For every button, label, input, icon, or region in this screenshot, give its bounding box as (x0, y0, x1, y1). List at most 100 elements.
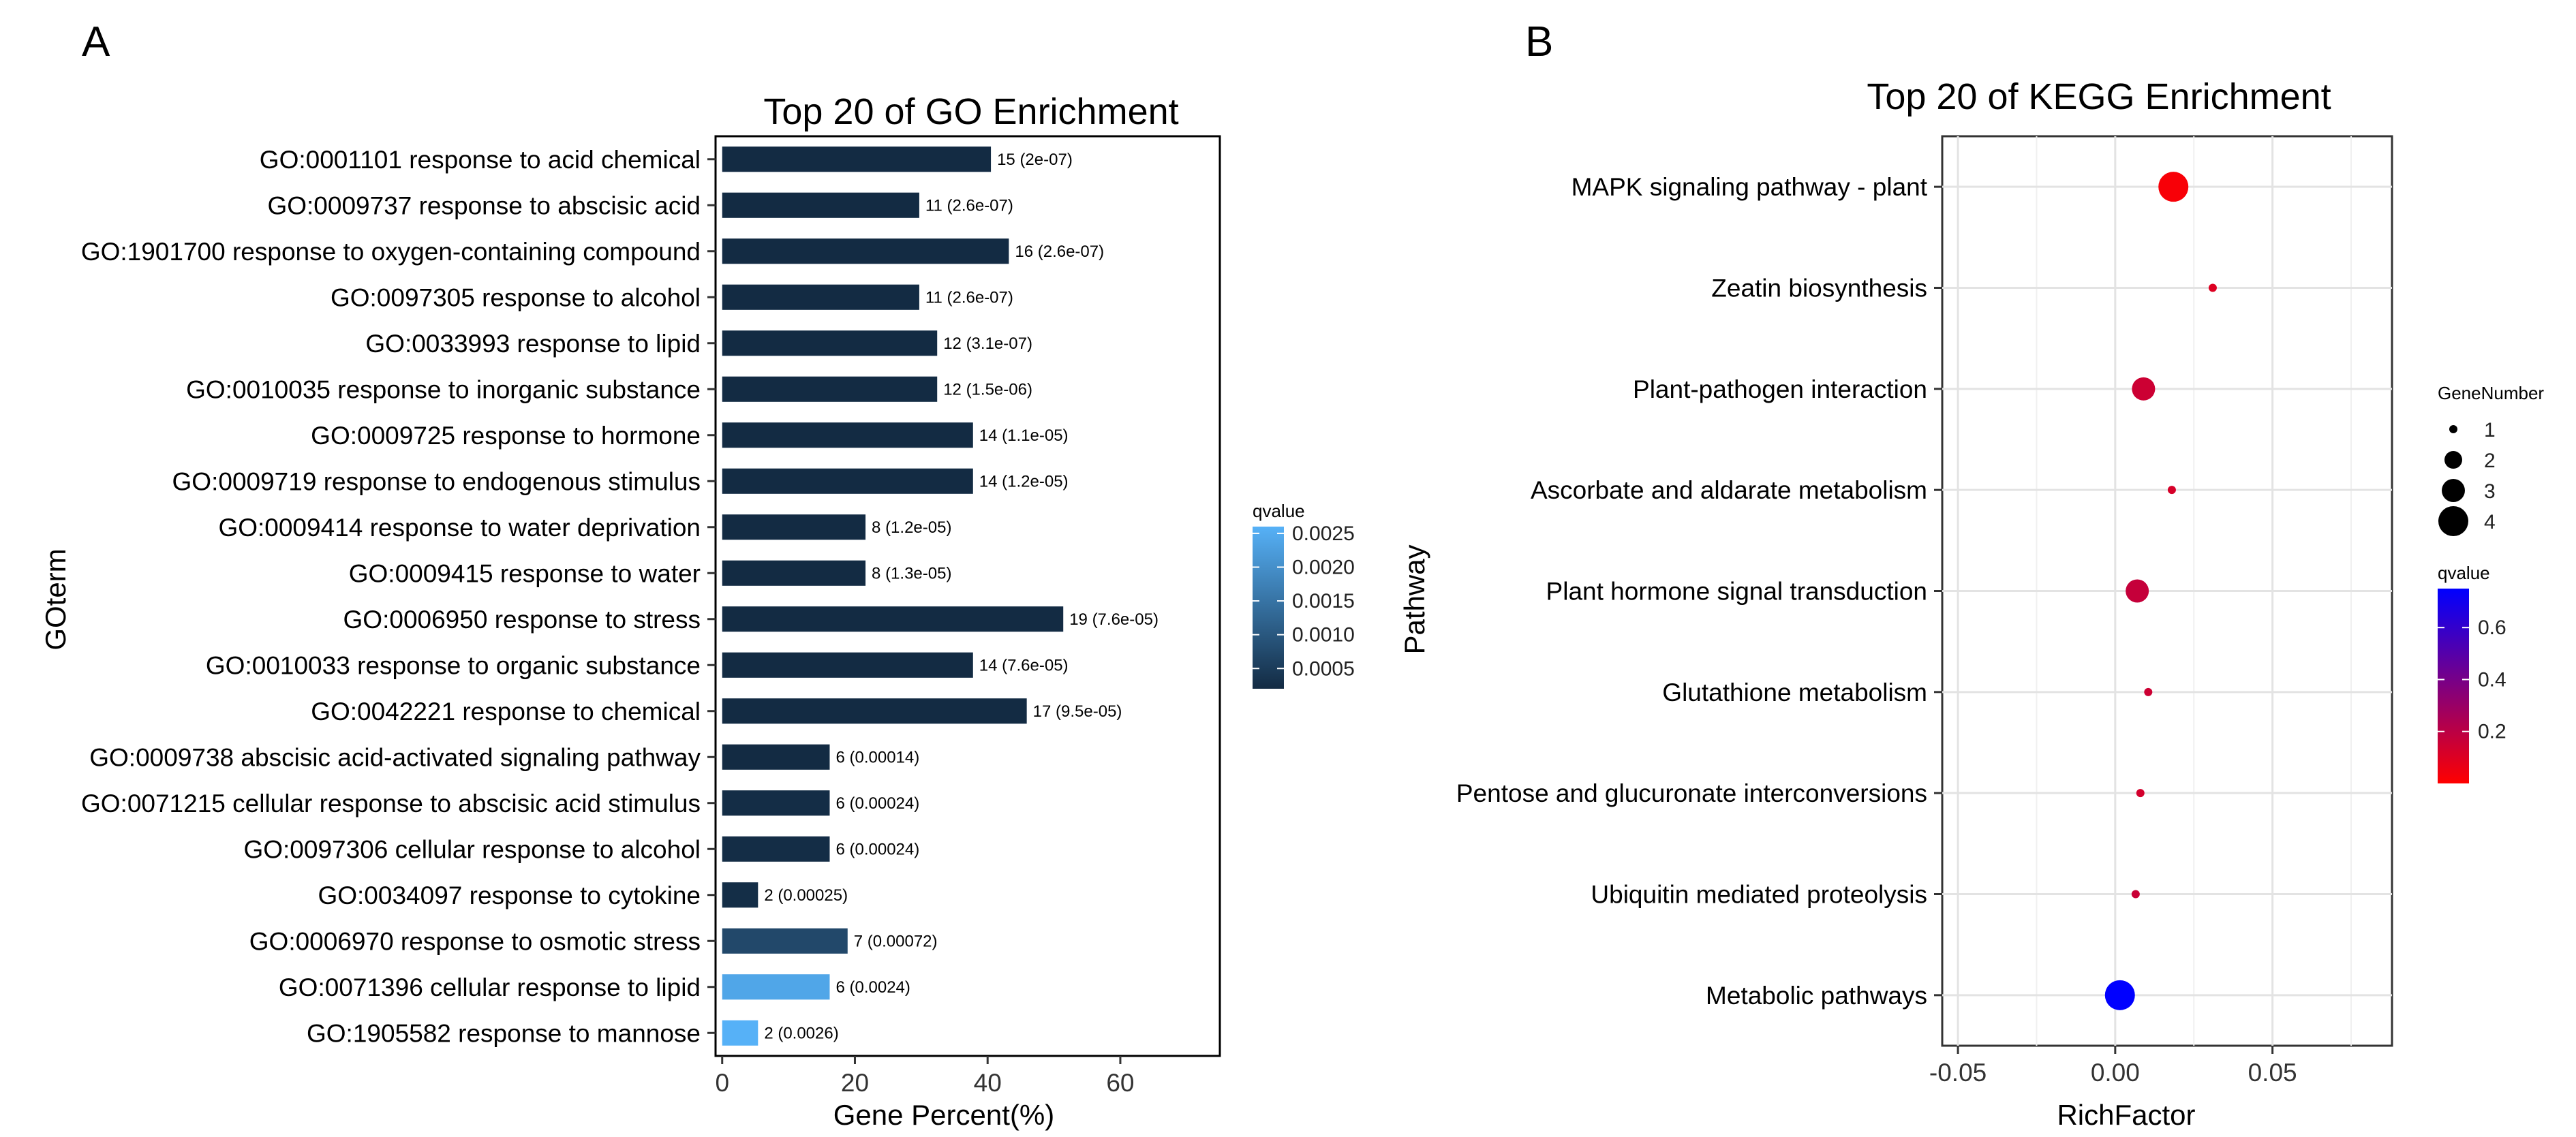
kegg-x-tick-label: 0.00 (2091, 1059, 2140, 1087)
go-bar (722, 606, 1064, 632)
go-bar-label: 8 (1.2e-05) (872, 518, 951, 537)
go-bar (722, 192, 919, 218)
kegg-category-label: Pentose and glucuronate interconversions (1456, 779, 1927, 807)
go-legend-colorbar (1253, 527, 1284, 689)
kegg-data-point (2144, 687, 2153, 696)
go-bar-label: 11 (2.6e-07) (925, 288, 1013, 307)
go-category-label: GO:0042221 response to chemical (311, 698, 701, 726)
go-legend-label: 0.0020 (1292, 557, 1355, 579)
go-bar-label: 17 (9.5e-05) (1033, 702, 1122, 721)
go-category-label: GO:1905582 response to mannose (307, 1019, 701, 1047)
kegg-y-axis-title: Pathway (1398, 544, 1430, 654)
go-bar-label: 6 (0.0024) (835, 978, 910, 997)
kegg-data-point (2104, 980, 2135, 1010)
go-bar (722, 974, 830, 1000)
kegg-color-legend-title: qvalue (2438, 563, 2490, 583)
go-bar (722, 422, 973, 448)
go-bar-label: 15 (2e-07) (997, 151, 1073, 169)
kegg-category-label: Zeatin biosynthesis (1711, 275, 1927, 302)
kegg-category-label: Ascorbate and aldarate metabolism (1531, 476, 1927, 504)
go-bar (722, 928, 848, 954)
go-category-label: GO:0033993 response to lipid (365, 330, 701, 358)
go-category-label: GO:0097306 cellular response to alcohol (243, 835, 701, 863)
kegg-x-tick-label: -0.05 (1929, 1059, 1987, 1087)
kegg-x-axis-title: RichFactor (2057, 1099, 2195, 1131)
go-chart-title: Top 20 of GO Enrichment (763, 91, 1178, 132)
go-bar-label: 12 (1.5e-06) (943, 380, 1032, 399)
go-bar-label: 16 (2.6e-07) (1015, 243, 1104, 261)
kegg-dot-plot: MAPK signaling pathway - plant Zeatin bio… (1456, 135, 2393, 1087)
go-bar (722, 146, 992, 172)
kegg-color-legend-label: 0.6 (2478, 617, 2506, 639)
kegg-size-legend-dot (2444, 451, 2462, 469)
go-bar (722, 560, 866, 586)
panel-label-a: A (82, 18, 110, 65)
go-category-label: GO:0097305 response to alcohol (331, 283, 701, 311)
go-bar (722, 1020, 758, 1046)
go-category-label: GO:0009415 response to water (349, 559, 701, 587)
kegg-data-point (2126, 579, 2149, 603)
kegg-category-label: Plant-pathogen interaction (1633, 375, 1927, 403)
kegg-data-point (2131, 890, 2140, 899)
kegg-size-legend-dot (2449, 425, 2457, 433)
kegg-size-legend-label: 3 (2484, 480, 2496, 503)
go-x-tick-label: 20 (841, 1069, 869, 1097)
kegg-size-legend-title: GeneNumber (2438, 383, 2544, 403)
go-bar-label: 2 (0.0026) (764, 1024, 838, 1042)
kegg-size-legend-label: 4 (2484, 511, 2496, 533)
go-bar (722, 882, 758, 908)
kegg-size-legend: 1 2 3 4 (2438, 419, 2496, 536)
go-bar-label: 8 (1.3e-05) (872, 564, 951, 582)
kegg-size-legend-label: 1 (2484, 419, 2496, 441)
go-bar (722, 744, 830, 770)
go-bar-label: 11 (2.6e-07) (925, 196, 1013, 215)
go-bar (722, 376, 938, 402)
go-category-label: GO:0006950 response to stress (343, 606, 701, 634)
panel-label-b: B (1525, 18, 1553, 65)
go-bar-chart: GO:0001101 response to acid chemical 15 (… (81, 135, 1221, 1097)
kegg-size-legend-dot (2442, 479, 2465, 502)
go-bar-label: 14 (1.2e-05) (979, 472, 1069, 490)
kegg-category-label: Plant hormone signal transduction (1546, 578, 1927, 606)
kegg-category-label: Metabolic pathways (1706, 982, 1927, 1010)
go-bar (722, 698, 1027, 724)
go-legend-title: qvalue (1253, 501, 1305, 521)
kegg-color-legend-label: 0.4 (2478, 668, 2506, 691)
go-bar (722, 330, 938, 356)
go-category-label: GO:0009737 response to abscisic acid (267, 191, 701, 219)
go-bar (722, 514, 866, 540)
kegg-legend-colorbar (2438, 589, 2469, 783)
go-bar (722, 790, 830, 816)
go-bar-label: 7 (0.00072) (854, 932, 938, 950)
go-plot-frame (714, 135, 1221, 1057)
kegg-data-point (2208, 283, 2217, 292)
kegg-x-tick-label: 0.05 (2248, 1059, 2297, 1087)
go-bar-label: 6 (0.00024) (835, 794, 919, 813)
go-category-label: GO:0034097 response to cytokine (318, 882, 701, 909)
go-bar-label: 6 (0.00024) (835, 840, 919, 858)
kegg-data-point (2132, 377, 2156, 401)
go-y-axis-title: GOterm (40, 548, 72, 650)
go-bar (722, 652, 973, 678)
kegg-size-legend-label: 2 (2484, 450, 2496, 472)
go-bar-label: 14 (7.6e-05) (979, 656, 1069, 674)
go-bar-label: 2 (0.00025) (764, 886, 848, 905)
kegg-color-legend-ticks: 0.6 0.4 0.2 (2438, 617, 2506, 743)
go-x-tick-label: 40 (974, 1069, 1002, 1097)
go-legend-ticks: 0.0025 0.0020 0.0015 0.0010 0.0005 (1253, 523, 1355, 680)
go-legend-label: 0.0005 (1292, 657, 1355, 680)
kegg-chart-title: Top 20 of KEGG Enrichment (1867, 76, 2331, 117)
go-category-label: GO:0009414 response to water deprivation (218, 514, 701, 542)
kegg-data-point (2158, 172, 2189, 202)
go-category-label: GO:1901700 response to oxygen-containing… (81, 238, 701, 266)
kegg-category-label: Ubiquitin mediated proteolysis (1591, 881, 1927, 909)
go-bar-label: 14 (1.1e-05) (979, 426, 1069, 445)
go-category-label: GO:0010033 response to organic substance (206, 651, 701, 679)
go-legend-label: 0.0015 (1292, 590, 1355, 612)
go-bar-label: 6 (0.00014) (835, 748, 919, 766)
kegg-category-label: Glutathione metabolism (1662, 679, 1927, 706)
go-legend-label: 0.0025 (1292, 523, 1355, 545)
kegg-category-label: MAPK signaling pathway - plant (1571, 173, 1928, 201)
go-x-tick-label: 0 (715, 1069, 729, 1097)
